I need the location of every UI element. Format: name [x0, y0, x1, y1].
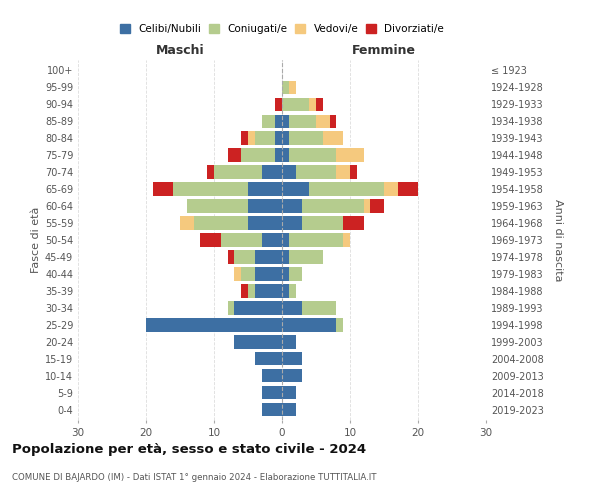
Bar [227, 250, 235, 264]
Bar [337, 166, 350, 178]
Bar [275, 114, 282, 128]
Bar [309, 182, 384, 196]
Bar [214, 166, 262, 178]
Bar [282, 403, 296, 416]
Bar [282, 352, 302, 366]
Bar [282, 200, 302, 212]
Bar [282, 216, 302, 230]
Bar [241, 132, 248, 144]
Bar [282, 114, 289, 128]
Bar [180, 216, 194, 230]
Bar [282, 250, 289, 264]
Bar [282, 234, 289, 246]
Bar [248, 216, 282, 230]
Bar [384, 182, 398, 196]
Text: Femmine: Femmine [352, 44, 416, 57]
Bar [200, 234, 221, 246]
Bar [255, 352, 282, 366]
Bar [282, 98, 309, 111]
Bar [282, 148, 289, 162]
Text: COMUNE DI BAJARDO (IM) - Dati ISTAT 1° gennaio 2024 - Elaborazione TUTTITALIA.IT: COMUNE DI BAJARDO (IM) - Dati ISTAT 1° g… [12, 472, 377, 482]
Bar [296, 166, 337, 178]
Legend: Celibi/Nubili, Coniugati/e, Vedovi/e, Divorziati/e: Celibi/Nubili, Coniugati/e, Vedovi/e, Di… [118, 22, 446, 36]
Bar [364, 200, 370, 212]
Bar [255, 268, 282, 280]
Bar [241, 148, 275, 162]
Bar [350, 166, 357, 178]
Bar [275, 132, 282, 144]
Bar [337, 148, 364, 162]
Bar [255, 250, 282, 264]
Bar [227, 302, 235, 314]
Text: Maschi: Maschi [155, 44, 205, 57]
Bar [282, 182, 309, 196]
Bar [262, 114, 275, 128]
Bar [289, 268, 302, 280]
Bar [329, 114, 337, 128]
Bar [282, 336, 296, 348]
Bar [302, 200, 364, 212]
Bar [241, 284, 248, 298]
Bar [248, 182, 282, 196]
Bar [343, 234, 350, 246]
Bar [173, 182, 248, 196]
Bar [262, 166, 282, 178]
Text: Popolazione per età, sesso e stato civile - 2024: Popolazione per età, sesso e stato civil… [12, 442, 366, 456]
Bar [248, 132, 255, 144]
Bar [302, 216, 343, 230]
Bar [235, 336, 282, 348]
Bar [248, 284, 255, 298]
Bar [227, 148, 241, 162]
Bar [282, 386, 296, 400]
Bar [235, 302, 282, 314]
Bar [187, 200, 248, 212]
Bar [282, 268, 289, 280]
Bar [282, 302, 302, 314]
Bar [289, 148, 337, 162]
Bar [282, 369, 302, 382]
Y-axis label: Anni di nascita: Anni di nascita [553, 198, 563, 281]
Bar [289, 132, 323, 144]
Bar [289, 250, 323, 264]
Bar [241, 268, 255, 280]
Bar [146, 318, 282, 332]
Bar [302, 302, 337, 314]
Bar [248, 200, 282, 212]
Bar [194, 216, 248, 230]
Bar [153, 182, 173, 196]
Bar [289, 234, 343, 246]
Bar [255, 132, 275, 144]
Bar [262, 386, 282, 400]
Bar [316, 114, 329, 128]
Y-axis label: Fasce di età: Fasce di età [31, 207, 41, 273]
Bar [235, 268, 241, 280]
Bar [282, 166, 296, 178]
Bar [337, 318, 343, 332]
Bar [398, 182, 418, 196]
Bar [221, 234, 262, 246]
Bar [309, 98, 316, 111]
Bar [289, 284, 296, 298]
Bar [275, 98, 282, 111]
Bar [255, 284, 282, 298]
Bar [275, 148, 282, 162]
Bar [262, 369, 282, 382]
Bar [282, 80, 289, 94]
Bar [289, 80, 296, 94]
Bar [282, 284, 289, 298]
Bar [282, 132, 289, 144]
Bar [282, 318, 337, 332]
Bar [235, 250, 255, 264]
Bar [370, 200, 384, 212]
Bar [262, 403, 282, 416]
Bar [262, 234, 282, 246]
Bar [323, 132, 343, 144]
Bar [207, 166, 214, 178]
Bar [316, 98, 323, 111]
Bar [289, 114, 316, 128]
Bar [343, 216, 364, 230]
